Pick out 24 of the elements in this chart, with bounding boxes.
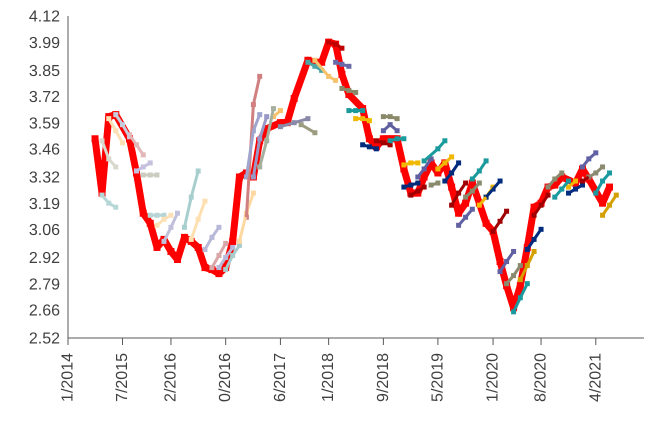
y-tick-label: 3.06: [28, 222, 60, 240]
x-tick-label: 8/2020: [532, 352, 550, 402]
y-tick-label: 3.46: [28, 142, 60, 159]
y-tick-label: 2.66: [28, 302, 60, 320]
x-tick-label: 4/2021: [587, 352, 604, 402]
y-tick-label: 2.92: [28, 250, 60, 268]
x-tick-label: 1/2020: [484, 352, 502, 402]
x-tick-label: 7/2015: [114, 352, 132, 402]
y-tick-label: 3.72: [28, 89, 60, 106]
x-tick-label: 1/2018: [320, 352, 338, 402]
y-tick-label: 3.85: [28, 63, 60, 80]
y-tick-label: 2.52: [28, 330, 60, 348]
x-tick-label: 0/2016: [217, 352, 234, 402]
y-tick-label: 3.32: [28, 170, 60, 187]
x-tick-label: 6/2017: [272, 352, 289, 402]
x-tick-label: 9/2018: [374, 352, 392, 402]
x-tick-label: 1/2014: [60, 352, 76, 402]
x-tick-label: 2/2016: [162, 352, 180, 402]
x-tick-label: 5/2019: [429, 352, 446, 402]
y-tick-label: 3.19: [28, 196, 60, 213]
y-tick-label: 3.99: [28, 34, 60, 52]
y-tick-label: 4.12: [28, 8, 60, 26]
y-tick-label: 3.59: [28, 115, 60, 132]
y-tick-label: 2.79: [28, 276, 60, 294]
